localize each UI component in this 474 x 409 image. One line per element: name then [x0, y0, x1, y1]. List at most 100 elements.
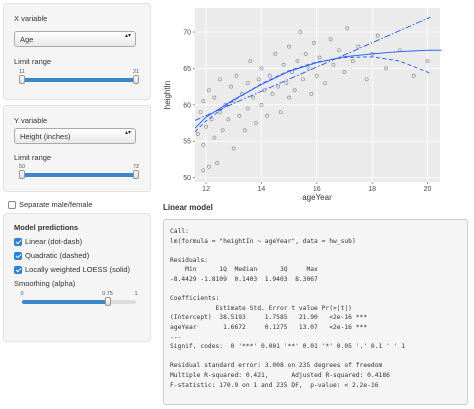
point: [287, 44, 292, 49]
point: [328, 37, 333, 42]
point: [350, 59, 355, 64]
x-tick-label: 12: [202, 186, 210, 193]
slider[interactable]: 0 0.75 1: [20, 291, 138, 306]
point: [209, 117, 214, 122]
point: [312, 41, 316, 45]
point: [204, 124, 208, 129]
x-tick-label: 20: [424, 186, 432, 193]
slider-handle[interactable]: [133, 75, 139, 84]
point: [411, 73, 416, 78]
point: [259, 102, 264, 107]
x-panel: X variable Age Limit range 11 21: [3, 3, 151, 100]
point: [323, 81, 328, 85]
point: [259, 66, 264, 71]
point: [267, 73, 272, 78]
output-line: F-statistic: 170.9 on 1 and 235 DF, p-va…: [170, 381, 379, 389]
label: Y variable: [14, 116, 48, 125]
label: X variable: [14, 14, 48, 23]
checkbox-box: [14, 265, 22, 274]
checkbox[interactable]: Quadratic (dashed): [14, 251, 89, 260]
point: [245, 81, 250, 85]
point: [201, 142, 206, 147]
select[interactable]: Height (inches): [14, 128, 136, 144]
point: [234, 73, 239, 78]
point: [356, 44, 361, 49]
model-output: Call: lm(formula = "heightIn ~ ageYear", …: [163, 219, 468, 405]
point: [384, 66, 388, 71]
point: [303, 51, 308, 56]
point: [301, 77, 305, 82]
point: [212, 95, 217, 100]
point: [281, 62, 286, 67]
model-panel: Model predictions Linear (dot-dash) Quad…: [3, 213, 151, 342]
slider-label: 11: [19, 69, 25, 75]
point: [317, 55, 322, 60]
slider-handle[interactable]: [19, 170, 25, 179]
x-tick-label: 16: [313, 186, 321, 193]
slider-handle[interactable]: [19, 75, 25, 84]
slider-label: 21: [132, 69, 140, 75]
fit-line: [194, 16, 431, 121]
point: [265, 113, 269, 118]
y-tick-label: 65: [183, 66, 191, 73]
section-title: Linear model: [163, 203, 213, 212]
point: [198, 110, 203, 115]
output-line: Call:: [170, 228, 189, 235]
checkbox-label: Separate male/female: [19, 200, 93, 209]
point: [256, 77, 261, 82]
point: [251, 95, 256, 100]
checkbox-box: [8, 200, 16, 209]
point: [201, 168, 206, 173]
output-line: ageYear 1.6672 0.1275 13.07 <2e-16 ***: [170, 323, 368, 331]
point: [364, 77, 369, 82]
slider-fill: [22, 173, 136, 177]
fit-line: [194, 56, 431, 133]
output-line: lm(formula = "heightIn ~ ageYear", data …: [170, 237, 356, 245]
output-line: Coefficients:: [170, 295, 220, 303]
checkbox[interactable]: Separate male/female: [8, 200, 92, 209]
checkbox[interactable]: Linear (dot-dash): [14, 237, 82, 246]
y-axis-title: heightIn: [163, 81, 172, 109]
point: [278, 110, 283, 115]
y-tick-label: 60: [183, 102, 191, 109]
point: [245, 106, 250, 111]
point: [248, 59, 253, 64]
checkbox[interactable]: Locally weighted LOESS (solid): [14, 265, 130, 274]
select[interactable]: Age: [14, 31, 136, 47]
point: [195, 132, 200, 136]
point: [276, 84, 280, 89]
slider[interactable]: 11 21: [19, 69, 139, 84]
output-line: Signif. codes: 0 '***' 0.001 '**' 0.01 '…: [170, 343, 406, 351]
slider-label: 72: [132, 164, 140, 170]
slider-fill: [22, 78, 136, 82]
point: [229, 84, 233, 89]
x-tick-label: 18: [368, 186, 376, 193]
output-line: Estimate Std. Error t value Pr(>|t|): [170, 304, 368, 312]
point: [242, 128, 247, 133]
output-line: Residuals:: [170, 256, 208, 264]
point: [237, 113, 242, 118]
output-line: -8.4429 -1.8109 0.1403 1.9403 8.3067: [170, 275, 322, 283]
label: Model predictions: [14, 223, 79, 232]
slider[interactable]: 50 72: [19, 164, 139, 179]
label: Limit range: [14, 57, 52, 66]
slider-handle[interactable]: [133, 170, 139, 179]
chart: 12 14 16 18 20 50 55 60 65 70 ageYear heightIn: [163, 8, 442, 202]
point: [254, 121, 258, 125]
point: [309, 92, 314, 96]
label: Limit range: [14, 153, 52, 162]
slider-handle[interactable]: [104, 297, 111, 306]
point: [206, 88, 211, 93]
output-line: Residual standard error: 3.008 on 235 de…: [170, 362, 383, 370]
output-line: Min 1Q Median 3Q Max: [170, 266, 322, 274]
slider-label: 0: [20, 291, 24, 297]
point: [375, 33, 380, 38]
point: [215, 161, 220, 165]
point: [295, 59, 300, 64]
slider-fill: [22, 300, 108, 304]
point: [298, 30, 303, 34]
output-line: Multiple R-squared: 0.421, Adjusted R-sq…: [170, 371, 394, 379]
point: [345, 26, 350, 31]
output-line: [170, 285, 461, 295]
